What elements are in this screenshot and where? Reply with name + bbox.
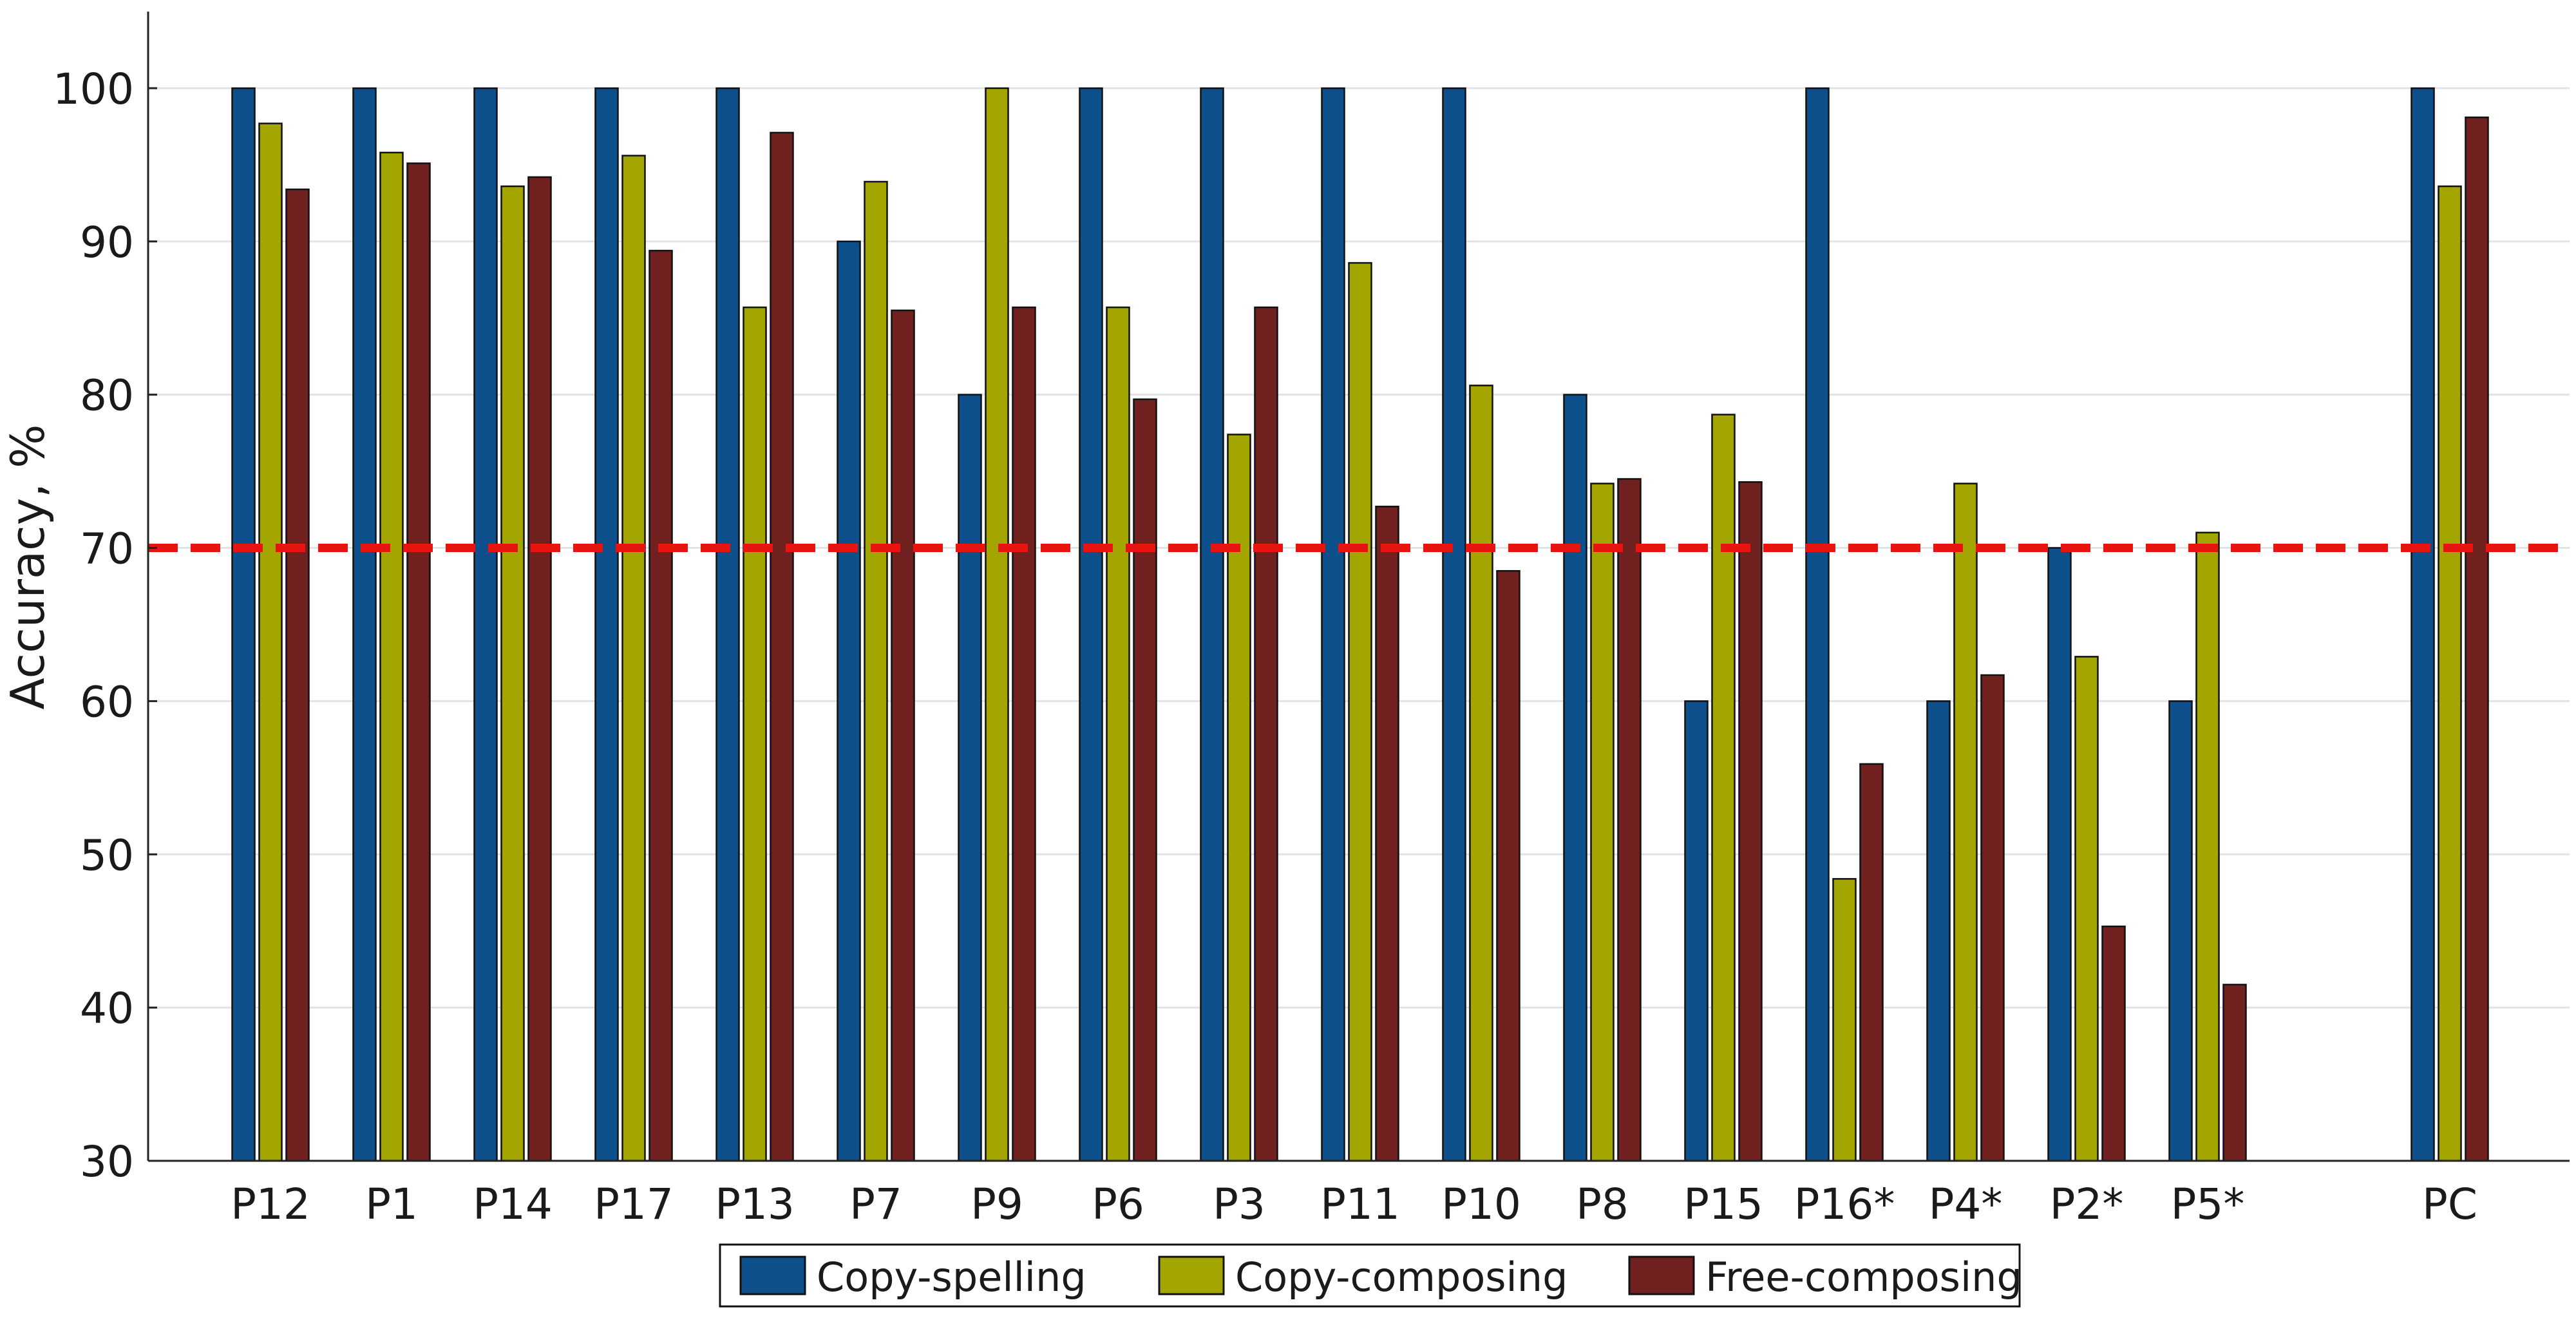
bar (1805, 87, 1830, 1162)
bar (1375, 506, 1399, 1162)
bar (1711, 414, 1736, 1162)
y-tick-label: 90 (80, 218, 134, 267)
bar (1442, 87, 1466, 1162)
y-tick-label: 40 (80, 984, 134, 1033)
x-tick-label: P10 (1441, 1180, 1521, 1229)
bar (1321, 87, 1345, 1162)
bar (985, 87, 1009, 1162)
bar (1254, 306, 1278, 1162)
bar (1926, 700, 1951, 1162)
bar (958, 394, 982, 1162)
bar (891, 309, 915, 1162)
bar (2465, 116, 2489, 1162)
legend-swatch (1158, 1256, 1225, 1295)
x-tick-label: P7 (849, 1180, 902, 1229)
bar (2410, 87, 2435, 1162)
legend-label: Copy-spelling (817, 1254, 1086, 1301)
bar (1980, 674, 2005, 1162)
y-tick-label: 80 (80, 371, 134, 421)
x-tick-label: P1 (365, 1180, 418, 1229)
bar (743, 306, 767, 1162)
x-tick-label: P5* (2171, 1180, 2245, 1229)
bar (2222, 984, 2247, 1162)
bar (621, 155, 646, 1162)
bar (231, 87, 256, 1162)
x-tick-label: P8 (1576, 1180, 1629, 1229)
bar (527, 176, 552, 1162)
bar (2074, 656, 2099, 1162)
bar (1859, 763, 1884, 1162)
bar (406, 162, 431, 1162)
bar (1106, 306, 1130, 1162)
bar (473, 87, 498, 1162)
bar (1079, 87, 1103, 1162)
bar (258, 122, 283, 1162)
x-tick-label: P17 (594, 1180, 674, 1229)
bars (231, 87, 2489, 1162)
bar (1832, 878, 1857, 1162)
bar (352, 87, 377, 1162)
bar (1469, 385, 1493, 1162)
y-tick-label: 50 (80, 830, 134, 880)
x-tick-label: P3 (1213, 1180, 1265, 1229)
bar (285, 188, 310, 1162)
tick-labels: 30 40 50 60 70 80 90 100 P12 P1 P14 P17 P13 P7 P9 P6 P3 P… (53, 64, 2477, 1229)
x-tick-label: P2* (2050, 1180, 2124, 1229)
bar (1133, 398, 1157, 1162)
bar (1684, 700, 1709, 1162)
bar (1496, 569, 1520, 1162)
bar (2438, 185, 2462, 1162)
bar (1012, 306, 1036, 1162)
bar (1617, 478, 1642, 1162)
legend-box (719, 1243, 2021, 1308)
legend-swatch (1628, 1256, 1695, 1295)
bar (594, 87, 619, 1162)
legend-label: Free-composing (1705, 1254, 2022, 1301)
bar (1348, 262, 1372, 1162)
bar (2168, 700, 2193, 1162)
bar (500, 185, 525, 1162)
bar (2195, 531, 2220, 1162)
y-axis-label: Accuracy, % (1, 425, 55, 710)
bar (1563, 394, 1587, 1162)
bar (770, 131, 794, 1162)
x-tick-label: P9 (971, 1180, 1023, 1229)
y-tick-label: 100 (53, 64, 134, 114)
bar (2047, 547, 2072, 1162)
y-tick-label: 30 (80, 1137, 134, 1187)
legend-swatch (739, 1256, 806, 1295)
bar (837, 240, 861, 1162)
bar (864, 180, 888, 1162)
x-tick-label: P14 (473, 1180, 553, 1229)
legend-label: Copy-composing (1235, 1254, 1567, 1301)
x-tick-label: P4* (1929, 1180, 2003, 1229)
bar (1200, 87, 1224, 1162)
bar (649, 249, 673, 1162)
y-tick-label: 60 (80, 677, 134, 727)
x-tick-label: P16* (1794, 1180, 1895, 1229)
axes (147, 12, 2570, 1162)
x-tick-label: P13 (715, 1180, 795, 1229)
bar (1953, 482, 1978, 1162)
bar (715, 87, 740, 1162)
bar (1227, 434, 1251, 1162)
legend: Copy-spelling Copy-composing Free-composin… (719, 1243, 2022, 1308)
x-tick-label: P11 (1320, 1180, 1400, 1229)
x-tick-label: PC (2422, 1180, 2477, 1229)
x-tick-label: P12 (231, 1180, 310, 1229)
x-tick-label: P6 (1092, 1180, 1144, 1229)
bar (1590, 482, 1615, 1162)
bar (1738, 481, 1763, 1162)
x-tick-label: P15 (1683, 1180, 1763, 1229)
bar (2101, 925, 2126, 1162)
bar (379, 151, 404, 1162)
y-tick-label: 70 (80, 524, 134, 574)
